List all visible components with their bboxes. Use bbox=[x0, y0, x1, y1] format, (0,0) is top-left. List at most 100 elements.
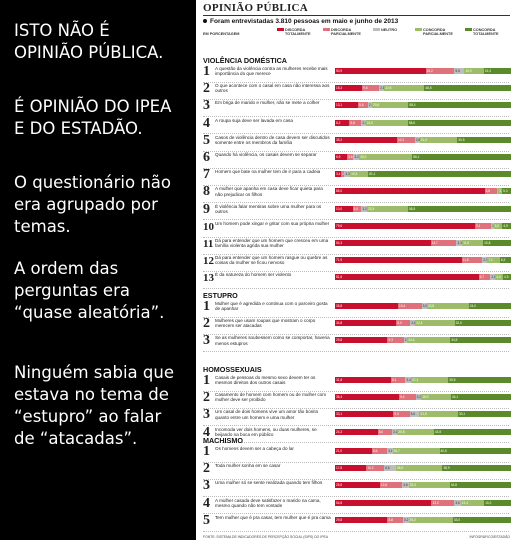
row-divider bbox=[203, 288, 509, 290]
bar-segment: 3,6 bbox=[402, 482, 409, 489]
bar-segment: 21,1 bbox=[411, 377, 449, 383]
bar-segment: 43,8 bbox=[433, 428, 511, 435]
bar-segment: 1,0 bbox=[496, 188, 499, 195]
survey-row: 2 O que acontece com o casal em casa não … bbox=[203, 81, 511, 99]
question-number: 5 bbox=[203, 512, 210, 528]
response-bar: 10,0 5,0 3,2 23,3 58,5 bbox=[335, 205, 511, 212]
legend-swatch bbox=[415, 28, 422, 31]
response-bar: 54,3 14,7 3,3 11,9 15,8 bbox=[335, 240, 511, 246]
bar-segment: 6,9 bbox=[335, 154, 348, 160]
bar-segment: 1,9 bbox=[340, 171, 345, 178]
survey-row: 1 Mulher que é agredida e continua com o … bbox=[203, 300, 511, 317]
question-number: 3 bbox=[203, 407, 210, 423]
legend-swatch bbox=[323, 28, 330, 31]
bar-segment: 9,1 bbox=[475, 222, 492, 229]
bar-segment: 33,1 bbox=[335, 411, 394, 418]
row-divider bbox=[203, 236, 509, 238]
question-text: Incomoda ver dois homens, ou duas mulher… bbox=[215, 426, 317, 437]
bar-segment: 34,5 bbox=[450, 337, 511, 344]
bar-segment: 6,8 bbox=[484, 188, 497, 195]
question-text: Casamento de homem com homem ou de mulhe… bbox=[215, 392, 327, 403]
bar-segment: 34,8 bbox=[335, 320, 397, 327]
bar-segment: 9,3 bbox=[393, 411, 410, 418]
bar-segment: 33,0 bbox=[452, 516, 511, 523]
legend-label: DISCORDA PARCIALMENTE bbox=[331, 28, 361, 37]
bar-segment: 3,4 bbox=[335, 171, 341, 178]
bar-segment: 26,5 bbox=[395, 465, 443, 472]
question-number: 7 bbox=[203, 167, 210, 183]
bar-segment: 54,8 bbox=[335, 499, 432, 506]
legend-label: CONCORDA PARCIALMENTE bbox=[423, 28, 453, 37]
question-number: 3 bbox=[203, 478, 210, 494]
response-bar: 24,3 8,0 3,1 20,8 43,8 bbox=[335, 428, 511, 435]
response-bar: 6,9 3,6 3,2 30,2 56,1 bbox=[335, 154, 511, 160]
bar-segment: 8,1 bbox=[390, 377, 406, 383]
question-text: Mulher que é agredida e continua com o p… bbox=[215, 301, 328, 312]
commentary-paragraph: ISTO NÃO É OPINIÃO PÚBLICA. bbox=[14, 21, 164, 62]
row-divider bbox=[203, 81, 509, 83]
response-bar: 35,8 13,4 3,0 23,8 24,0 bbox=[335, 303, 511, 309]
row-divider bbox=[203, 116, 509, 118]
response-bar: 85,06,81,02,25,0 bbox=[335, 188, 511, 195]
question-number: 8 bbox=[203, 184, 210, 200]
response-bar: 71,9 11,8 2,9 7,1 6,3 bbox=[335, 257, 511, 264]
bar-segment: 4,5 bbox=[503, 274, 511, 281]
row-divider bbox=[203, 253, 509, 255]
bar-segment: 32,0 bbox=[454, 320, 511, 327]
bar-segment: 7,1 bbox=[487, 257, 500, 264]
bar-segment: 21,9 bbox=[419, 411, 458, 418]
bar-segment: 10,9 bbox=[464, 68, 484, 74]
row-divider bbox=[203, 270, 509, 272]
bar-segment: 3,2 bbox=[353, 154, 360, 160]
survey-row: 4 A mulher casada deve satisfazer o marid… bbox=[203, 496, 511, 514]
row-divider bbox=[203, 133, 509, 135]
bar-segment: 8,0 bbox=[396, 320, 411, 327]
bar-segment: 24,0 bbox=[365, 119, 408, 126]
survey-row: 12 Dá para entender que um homem rasgue o… bbox=[203, 254, 511, 271]
survey-row: 1 Casais de pessoas do mesmo sexo devem t… bbox=[203, 374, 511, 391]
question-number: 2 bbox=[203, 81, 210, 97]
response-bar: 29,8 8,8 3,2 25,2 33,0 bbox=[335, 516, 511, 523]
response-bar: 79,69,11,45,04,9 bbox=[335, 222, 511, 229]
bar-segment: 21,4 bbox=[419, 136, 458, 143]
bar-segment: 26,7 bbox=[392, 448, 440, 454]
bar-segment: 25,5 bbox=[335, 482, 380, 489]
bar-segment: 20,6 bbox=[372, 102, 409, 109]
survey-row: 5 Tem mulher que é pra casar, tem mulher … bbox=[203, 512, 511, 531]
question-number: 3 bbox=[203, 98, 210, 114]
bar-segment: 15,3 bbox=[483, 68, 511, 74]
survey-row: 6 Quando há violência, os casais devem se… bbox=[203, 151, 511, 168]
response-bar: 3,41,93,310,381,1 bbox=[335, 171, 511, 178]
response-bar: 33,1 9,3 5,6 21,9 30,1 bbox=[335, 411, 511, 418]
bar-segment: 8,6 bbox=[371, 448, 388, 454]
question-text: Toda mulher sonha em se casar bbox=[215, 463, 281, 469]
row-divider bbox=[203, 333, 509, 335]
bar-segment: 9,6 bbox=[362, 85, 380, 92]
response-bar: 81,66,72,84,44,5 bbox=[335, 274, 511, 281]
bar-segment: 79,6 bbox=[335, 222, 476, 229]
bar-segment: 4,9 bbox=[502, 222, 511, 229]
survey-infographic: OPINIÃO PÚBLICA Foram entrevistadas 3.81… bbox=[196, 0, 514, 540]
response-bar: 15,39,62,822,648,8 bbox=[335, 85, 511, 92]
bar-segment: 3,6 bbox=[347, 154, 354, 160]
row-divider bbox=[203, 407, 509, 409]
bar-segment: 4,4 bbox=[495, 274, 504, 281]
bar-segment: 11,8 bbox=[461, 257, 483, 264]
response-bar: 17,8 10,2 6,6 26,5 38,9 bbox=[335, 465, 511, 472]
survey-row: 10 Um homem pode xingar e gritar com sua … bbox=[203, 220, 511, 237]
legend-swatch bbox=[373, 28, 380, 31]
bar-segment: 23,3 bbox=[367, 205, 409, 212]
bar-segment: 5,0 bbox=[493, 222, 503, 229]
question-text: Em briga de marido e mulher, não se mete… bbox=[215, 100, 320, 106]
bar-segment: 3,0 bbox=[421, 303, 427, 309]
bar-segment: 14,7 bbox=[430, 240, 457, 246]
survey-row: 2 Casamento de homem com homem ou de mulh… bbox=[203, 391, 511, 408]
legend-label: NEUTRO bbox=[381, 28, 398, 32]
bar-segment: 12,8 bbox=[379, 482, 403, 489]
question-text: É da natureza do homem ser violento bbox=[215, 272, 292, 278]
legend-label: CONCORDA TOTALMENTE bbox=[473, 28, 499, 37]
bar-segment: 5,6 bbox=[454, 68, 465, 74]
bar-segment: 6,8 bbox=[349, 119, 362, 126]
bar-segment: 1,4 bbox=[491, 222, 494, 229]
question-text: Uma mulher só se sente realizada quando … bbox=[215, 480, 323, 486]
